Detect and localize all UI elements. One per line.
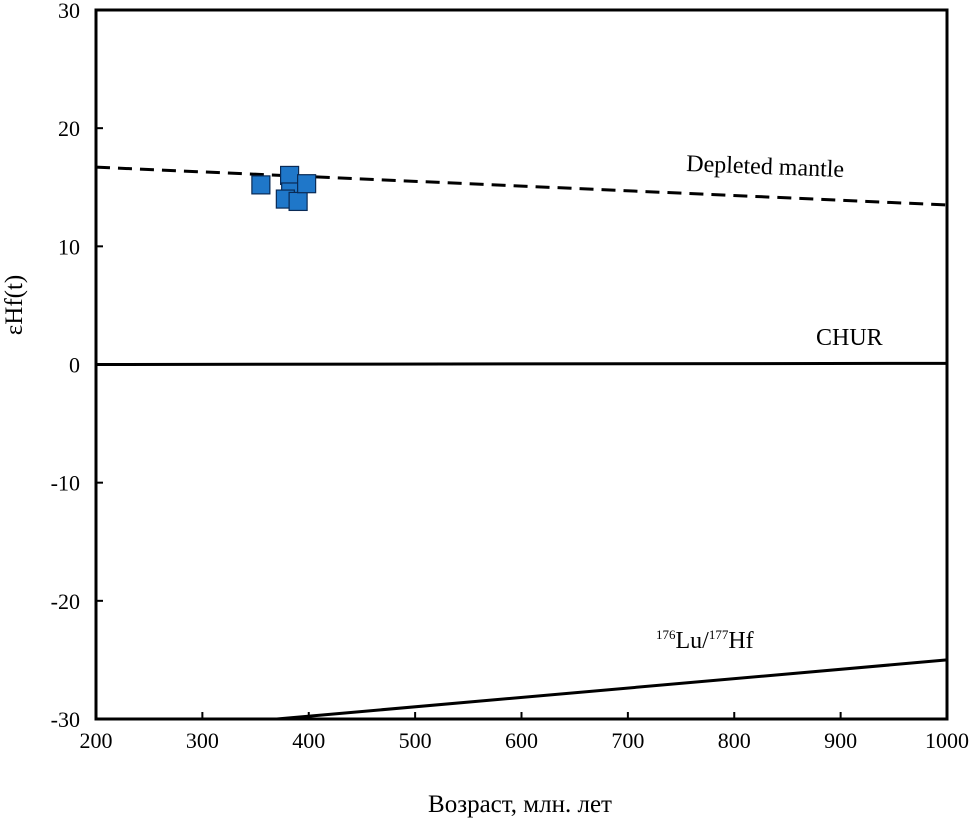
- lu-hf-label-main2: Hf: [728, 628, 753, 654]
- chur-line: [95, 361, 948, 366]
- data-point: [251, 175, 271, 195]
- lu-hf-label-sup1: 176: [656, 627, 676, 642]
- x-axis: 200 300 400 500 600 700 800 900 1000: [80, 712, 969, 753]
- data-point: [288, 191, 308, 212]
- lu-hf-label: 176Lu/177Hf: [656, 627, 754, 654]
- y-tick-label: -10: [51, 471, 80, 496]
- x-tick-label: 900: [824, 728, 857, 753]
- y-axis: 30 20 10 0 -10 -20 -30: [51, 0, 103, 732]
- data-points: [251, 165, 317, 212]
- y-tick-label: 0: [69, 353, 80, 378]
- x-tick-label: 700: [611, 728, 644, 753]
- x-axis-title: Возраст, млн. лет: [428, 791, 612, 818]
- depleted-mantle-line: [95, 165, 948, 207]
- lu-hf-label-sup2: 177: [709, 627, 729, 642]
- data-point: [280, 165, 300, 186]
- lu-hf-label-main1: Lu/: [676, 628, 710, 654]
- y-tick-label: 20: [58, 116, 80, 141]
- y-tick-label: -20: [51, 589, 80, 614]
- data-point: [297, 174, 317, 194]
- x-tick-label: 800: [718, 728, 751, 753]
- chur-label: CHUR: [816, 325, 883, 351]
- y-tick-label: 10: [58, 234, 80, 259]
- y-tick-label: -30: [51, 707, 80, 732]
- x-tick-label: 1000: [925, 728, 969, 753]
- lu-hf-line: [276, 658, 948, 721]
- x-tick-label: 500: [399, 728, 432, 753]
- x-tick-label: 200: [80, 728, 113, 753]
- x-tick-label: 400: [292, 728, 325, 753]
- x-tick-label: 600: [505, 728, 538, 753]
- y-axis-title: εHf(t): [1, 275, 28, 335]
- y-tick-label: 30: [58, 0, 80, 23]
- reference-lines: [95, 165, 948, 721]
- x-tick-label: 300: [186, 728, 219, 753]
- depleted-mantle-label: Depleted mantle: [686, 151, 845, 183]
